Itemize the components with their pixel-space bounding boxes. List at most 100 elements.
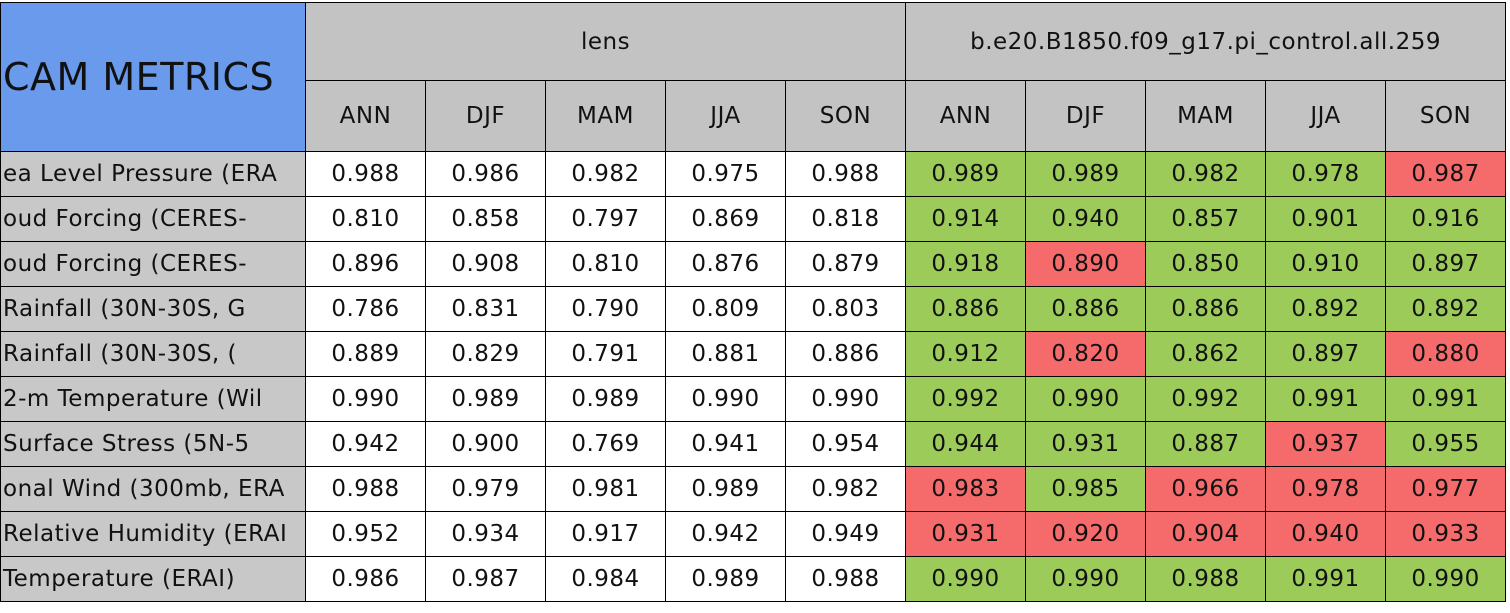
row-label: oud Forcing (CERES- xyxy=(0,241,306,287)
value-cell: 0.931 xyxy=(905,511,1027,557)
value-cell: 0.952 xyxy=(305,511,426,557)
value-cell: 0.988 xyxy=(784,151,907,197)
season-header: SON xyxy=(1385,80,1507,152)
value-cell: 0.876 xyxy=(665,241,786,287)
value-cell: 0.989 xyxy=(425,376,546,422)
value-cell: 0.803 xyxy=(784,286,907,332)
value-cell: 0.989 xyxy=(905,151,1027,197)
value-cell: 0.990 xyxy=(1025,556,1147,602)
row-label: onal Wind (300mb, ERA xyxy=(0,466,306,512)
value-cell: 0.991 xyxy=(1265,556,1387,602)
value-cell: 0.886 xyxy=(784,331,907,377)
value-cell: 0.949 xyxy=(784,511,907,557)
value-cell: 0.988 xyxy=(784,556,907,602)
value-cell: 0.890 xyxy=(1025,241,1147,287)
group-header: b.e20.B1850.f09_g17.pi_control.all.259 xyxy=(905,2,1507,81)
row-label: Rainfall (30N-30S, G xyxy=(0,286,306,332)
value-cell: 0.986 xyxy=(425,151,546,197)
value-cell: 0.886 xyxy=(1025,286,1147,332)
row-label: 2-m Temperature (Wil xyxy=(0,376,306,422)
season-header: DJF xyxy=(1025,80,1147,152)
season-header: MAM xyxy=(1145,80,1267,152)
value-cell: 0.786 xyxy=(305,286,426,332)
season-header: ANN xyxy=(905,80,1027,152)
value-cell: 0.820 xyxy=(1025,331,1147,377)
value-cell: 0.810 xyxy=(305,196,426,242)
value-cell: 0.984 xyxy=(545,556,666,602)
table-row: Rainfall (30N-30S, (0.889 0.829 0.791 0.881… xyxy=(0,331,1507,377)
value-cell: 0.989 xyxy=(665,466,786,512)
value-cell: 0.910 xyxy=(1265,241,1387,287)
value-cell: 0.917 xyxy=(545,511,666,557)
value-cell: 0.892 xyxy=(1385,286,1507,332)
table-row: oud Forcing (CERES- 0.896 0.908 0.810 0.876 0… xyxy=(0,241,1507,287)
row-label: oud Forcing (CERES- xyxy=(0,196,306,242)
value-cell: 0.918 xyxy=(905,241,1027,287)
value-cell: 0.869 xyxy=(665,196,786,242)
value-cell: 0.988 xyxy=(1145,556,1267,602)
value-cell: 0.809 xyxy=(665,286,786,332)
value-cell: 0.892 xyxy=(1265,286,1387,332)
value-cell: 0.978 xyxy=(1265,466,1387,512)
value-cell: 0.990 xyxy=(1025,376,1147,422)
value-cell: 0.990 xyxy=(665,376,786,422)
value-cell: 0.975 xyxy=(665,151,786,197)
value-cell: 0.979 xyxy=(425,466,546,512)
row-label: ea Level Pressure (ERA xyxy=(0,151,306,197)
value-cell: 0.966 xyxy=(1145,466,1267,512)
value-cell: 0.881 xyxy=(665,331,786,377)
value-cell: 0.990 xyxy=(305,376,426,422)
season-header: ANN xyxy=(305,80,426,152)
value-cell: 0.991 xyxy=(1385,376,1507,422)
group-header: lens xyxy=(304,2,907,81)
value-cell: 0.818 xyxy=(784,196,907,242)
value-cell: 0.987 xyxy=(1385,151,1507,197)
value-cell: 0.988 xyxy=(305,151,426,197)
value-cell: 0.912 xyxy=(905,331,1027,377)
value-cell: 0.989 xyxy=(665,556,786,602)
value-cell: 0.829 xyxy=(425,331,546,377)
value-cell: 0.862 xyxy=(1145,331,1267,377)
value-cell: 0.992 xyxy=(905,376,1027,422)
value-cell: 0.916 xyxy=(1385,196,1507,242)
value-cell: 0.901 xyxy=(1265,196,1387,242)
value-cell: 0.897 xyxy=(1265,331,1387,377)
value-cell: 0.955 xyxy=(1385,421,1507,467)
row-label: Temperature (ERAI) xyxy=(0,556,306,602)
table-row: Rainfall (30N-30S, G 0.786 0.831 0.790 0.809… xyxy=(0,286,1507,332)
metrics-table: CAM METRICS lens b.e20.B1850.f09_g17.pi_co… xyxy=(0,2,1507,602)
value-cell: 0.900 xyxy=(425,421,546,467)
value-cell: 0.941 xyxy=(665,421,786,467)
value-cell: 0.920 xyxy=(1025,511,1147,557)
value-cell: 0.981 xyxy=(545,466,666,512)
season-header: SON xyxy=(784,80,907,152)
value-cell: 0.977 xyxy=(1385,466,1507,512)
value-cell: 0.797 xyxy=(545,196,666,242)
value-cell: 0.889 xyxy=(305,331,426,377)
row-label: Rainfall (30N-30S, ( xyxy=(0,331,306,377)
value-cell: 0.992 xyxy=(1145,376,1267,422)
value-cell: 0.940 xyxy=(1025,196,1147,242)
value-cell: 0.850 xyxy=(1145,241,1267,287)
value-cell: 0.990 xyxy=(1385,556,1507,602)
value-cell: 0.990 xyxy=(905,556,1027,602)
value-cell: 0.886 xyxy=(1145,286,1267,332)
value-cell: 0.886 xyxy=(905,286,1027,332)
value-cell: 0.982 xyxy=(784,466,907,512)
value-cell: 0.791 xyxy=(545,331,666,377)
table-row: onal Wind (300mb, ERA 0.988 0.979 0.981 0.98… xyxy=(0,466,1507,512)
value-cell: 0.897 xyxy=(1385,241,1507,287)
value-cell: 0.931 xyxy=(1025,421,1147,467)
table-row: ea Level Pressure (ERA 0.988 0.986 0.982 0.9… xyxy=(0,151,1507,197)
value-cell: 0.914 xyxy=(905,196,1027,242)
value-cell: 0.904 xyxy=(1145,511,1267,557)
season-header: JJA xyxy=(1265,80,1387,152)
value-cell: 0.879 xyxy=(784,241,907,287)
value-cell: 0.934 xyxy=(425,511,546,557)
value-cell: 0.978 xyxy=(1265,151,1387,197)
value-cell: 0.989 xyxy=(545,376,666,422)
value-cell: 0.982 xyxy=(1145,151,1267,197)
value-cell: 0.988 xyxy=(305,466,426,512)
value-cell: 0.987 xyxy=(425,556,546,602)
value-cell: 0.985 xyxy=(1025,466,1147,512)
